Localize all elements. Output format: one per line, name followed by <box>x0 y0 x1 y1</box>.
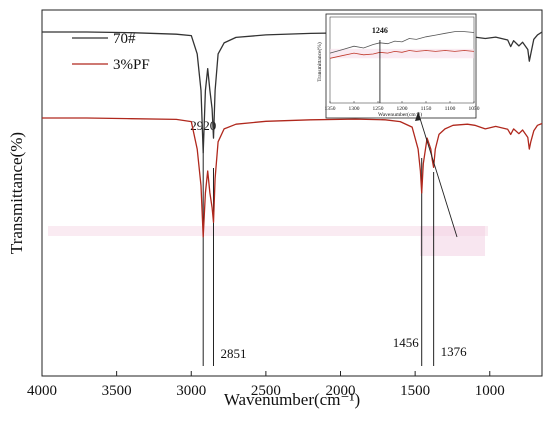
inset-pointer-arrowhead <box>415 112 421 121</box>
x-tick-label: 3500 <box>102 383 132 399</box>
inset-series-layer: 1246 <box>329 26 475 103</box>
legend: 70# 3%PF <box>72 31 150 73</box>
inset-x-ticks: 1350 1300 1250 1200 1150 1100 1050 <box>325 101 480 112</box>
inset-chart: 1246 1350 1300 1250 1200 1150 1100 1050 Wavenu… <box>316 13 480 119</box>
x-axis-title: Wavenumber(cm⁻¹) <box>224 390 360 409</box>
inset-x-tick-label: 1150 <box>421 106 432 112</box>
y-axis-title: Transmittance(%) <box>7 132 26 254</box>
plot-area <box>41 9 543 377</box>
peak-label-2851: 2851 <box>220 346 246 361</box>
inset-pointer-arrow <box>417 111 458 238</box>
highlight-band <box>48 226 488 236</box>
inset-x-tick-label: 1300 <box>349 106 360 112</box>
legend-label-70: 70# <box>113 31 136 47</box>
legend-label-pf: 3%PF <box>113 57 150 73</box>
x-axis-ticks: 4000 3500 3000 2500 2000 1500 1000 <box>27 371 505 399</box>
peak-lines: 2920 2851 1456 1376 <box>190 118 467 366</box>
inset-y-axis-title: Transmittance(%) <box>316 42 323 82</box>
inset-plot-frame <box>329 16 475 104</box>
highlight-band-right <box>420 226 485 256</box>
inset-series-line-3pf <box>329 50 475 59</box>
x-tick-label: 4000 <box>27 383 57 399</box>
inset-x-tick-label: 1350 <box>325 106 336 112</box>
inset-x-axis-title: Wavenumber(cm⁻¹) <box>378 111 422 118</box>
inset-x-tick-label: 1050 <box>469 106 480 112</box>
inset-x-tick-label: 1250 <box>373 106 384 112</box>
plot-frame <box>41 9 543 377</box>
x-tick-label: 1000 <box>475 383 505 399</box>
peak-label-1376: 1376 <box>441 344 468 359</box>
peak-label-1456: 1456 <box>393 335 420 350</box>
inset-series-line-70 <box>329 31 475 54</box>
x-tick-label: 3000 <box>176 383 206 399</box>
x-tick-label: 2500 <box>251 383 281 399</box>
inset-x-tick-label: 1200 <box>397 106 408 112</box>
series-line-3pf <box>42 117 543 238</box>
inset-highlight-band <box>330 48 474 59</box>
x-tick-label: 2000 <box>326 383 356 399</box>
inset-x-tick-label: 1100 <box>445 106 456 112</box>
x-tick-label: 1500 <box>400 383 430 399</box>
peak-label-2920: 2920 <box>190 118 216 133</box>
inset-peak-label-1246: 1246 <box>372 26 388 35</box>
